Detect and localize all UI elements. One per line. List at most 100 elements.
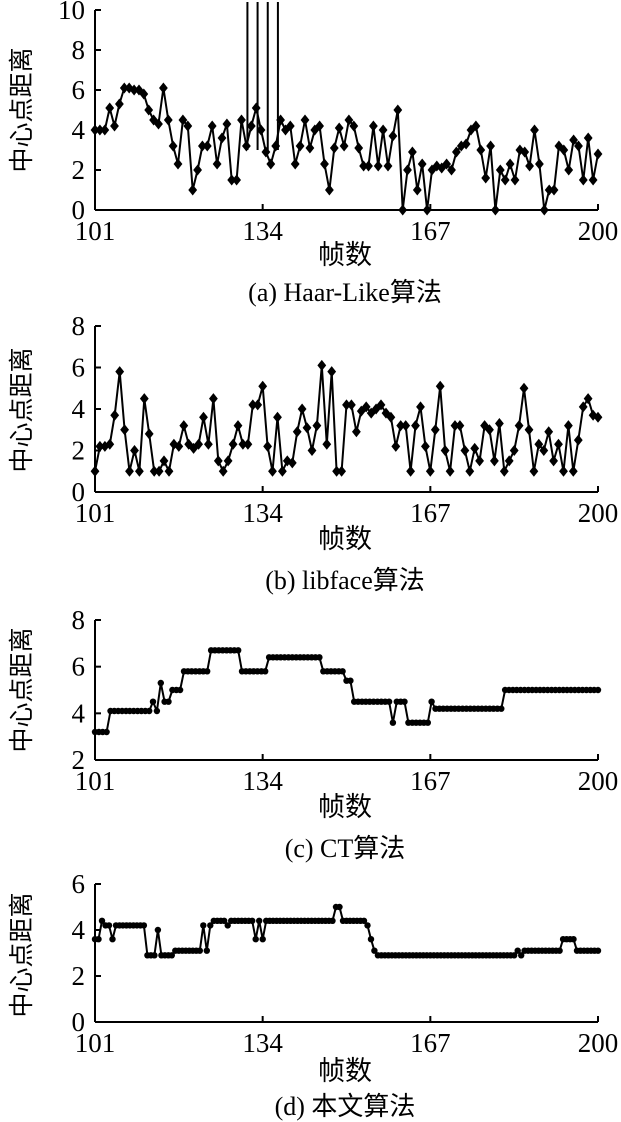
panel-b-caption: (b) libface算法 — [265, 566, 425, 595]
panel-a-data-point — [427, 164, 437, 176]
panel-a-data-point — [398, 204, 408, 216]
panel-a-data-point — [388, 130, 398, 142]
panel-b-data-point — [209, 393, 218, 405]
panel-c-data-point — [428, 698, 435, 705]
panel-a-data-point — [593, 148, 603, 160]
panel-a-data-point — [276, 114, 285, 126]
panel-a-data-point — [378, 124, 388, 136]
panel-b-data-point — [302, 422, 312, 434]
panel-d-data-point — [95, 936, 102, 943]
panel-a-data-point — [178, 114, 188, 126]
panel-b-data-point — [450, 420, 460, 432]
panel-d-ytick-label: 4 — [72, 915, 86, 945]
panel-a-data-point — [144, 104, 154, 116]
panel-a-data-point — [242, 140, 251, 152]
panel-b-data-point — [504, 455, 514, 467]
panel-a-data-point — [588, 174, 598, 186]
panel-d-data-point — [249, 917, 256, 924]
panel-c-xtick-label: 200 — [578, 766, 619, 796]
panel-b-data-point — [115, 366, 125, 378]
panel-b-data-point — [110, 409, 120, 421]
panel-a-ylabel: 中心点距离 — [7, 47, 36, 172]
panel-a-data-point — [105, 102, 115, 114]
panel-b-data-point — [149, 465, 159, 477]
panel-d-data-point — [514, 947, 521, 954]
panel-a-data-point — [100, 124, 110, 136]
panel-d-data-point — [556, 947, 563, 954]
panel-a-data-point — [535, 158, 544, 170]
panel-b-data-point — [554, 438, 563, 450]
panel-a-data-point — [476, 144, 486, 156]
panel-b-data-point — [327, 366, 337, 378]
panel-a-data-point — [232, 174, 241, 186]
panel-a-data-point — [188, 184, 198, 196]
panel-b-data-point — [273, 411, 282, 423]
panel-b-data-point — [297, 403, 307, 415]
panel-b-data-point — [307, 445, 317, 456]
panel-a-data-point — [339, 140, 349, 152]
panel-c-ytick-label: 2 — [72, 745, 86, 775]
panel-a: 0 2 4 6 8 10 101 134 167 200 帧数 中心点距离 (a) Haar-Li… — [7, 0, 618, 307]
panel-d-data-point — [518, 952, 525, 959]
panel-a-data-point — [227, 174, 237, 186]
panel-d-data-point — [109, 936, 116, 943]
panel-c-xlabel: 帧数 — [318, 792, 372, 823]
panel-a-data-point — [329, 142, 339, 154]
panel-b-data-point — [376, 399, 386, 411]
panel-d-data-point — [252, 936, 259, 943]
panel-d-xtick-label: 167 — [410, 1028, 451, 1058]
panel-b-data-point — [287, 457, 297, 469]
panel-d-data-point — [221, 917, 228, 924]
panel-b-xtick-label: 101 — [75, 498, 116, 528]
panel-a-data-point — [163, 114, 173, 126]
panel-a-data-point — [354, 142, 364, 154]
panel-c-data-point — [401, 698, 408, 705]
panel-a-data-point — [300, 114, 310, 126]
panel-b-data-point — [125, 465, 134, 477]
panel-b-data-point — [120, 424, 129, 436]
panel-b-data-point — [544, 426, 554, 438]
panel-b-data-point — [105, 438, 115, 450]
panel-b-data-point — [352, 426, 361, 438]
panel-a-data-point — [344, 114, 354, 126]
panel-a-data-point — [447, 164, 456, 176]
panel-b-data-point — [135, 465, 144, 477]
panel-b-data-point — [248, 399, 258, 411]
panel-a-ytick-label: 0 — [72, 195, 86, 225]
panel-b-data-point — [455, 420, 465, 432]
panel-b-xtick-label: 167 — [410, 498, 451, 528]
panel-a-data-point — [95, 124, 105, 136]
panel-c-xtick-label: 134 — [242, 766, 283, 796]
panel-a-data-point — [256, 124, 266, 136]
panel-a-data-point — [246, 120, 256, 132]
panel-c-data-point — [235, 647, 242, 654]
panel-a-data-point — [90, 124, 100, 136]
panel-d-data-point — [140, 922, 148, 929]
panel-a-data-point — [222, 118, 232, 130]
panel-b-data-point — [495, 418, 504, 429]
panel-b-data-point — [534, 438, 544, 450]
panel-b-data-point — [337, 465, 346, 477]
panel-a-data-point — [154, 118, 163, 130]
panel-a-data-point — [168, 140, 178, 152]
panel-a-data-point — [325, 184, 334, 196]
panel-a-data-point — [290, 158, 300, 170]
panel-b-data-point — [268, 465, 277, 477]
panel-b-data-point — [485, 424, 494, 436]
panel-b-data-point — [559, 465, 568, 477]
panel-a-data-point — [110, 120, 119, 132]
panel-c-data-point — [385, 698, 393, 705]
panel-b-data-point — [95, 440, 105, 452]
panel-a-data-point — [393, 104, 403, 116]
panel-a-xtick-label: 167 — [410, 216, 451, 246]
panel-b-data-point — [578, 401, 588, 413]
panel-b-data-point — [130, 445, 139, 456]
panel-a-data-point — [202, 140, 212, 152]
panel-b-data-point — [386, 411, 396, 423]
panel-a-data-point — [364, 160, 373, 172]
panel-c-data-point — [424, 719, 431, 726]
panel-a-data-point — [461, 138, 471, 150]
panel-d-data-point — [168, 952, 175, 959]
